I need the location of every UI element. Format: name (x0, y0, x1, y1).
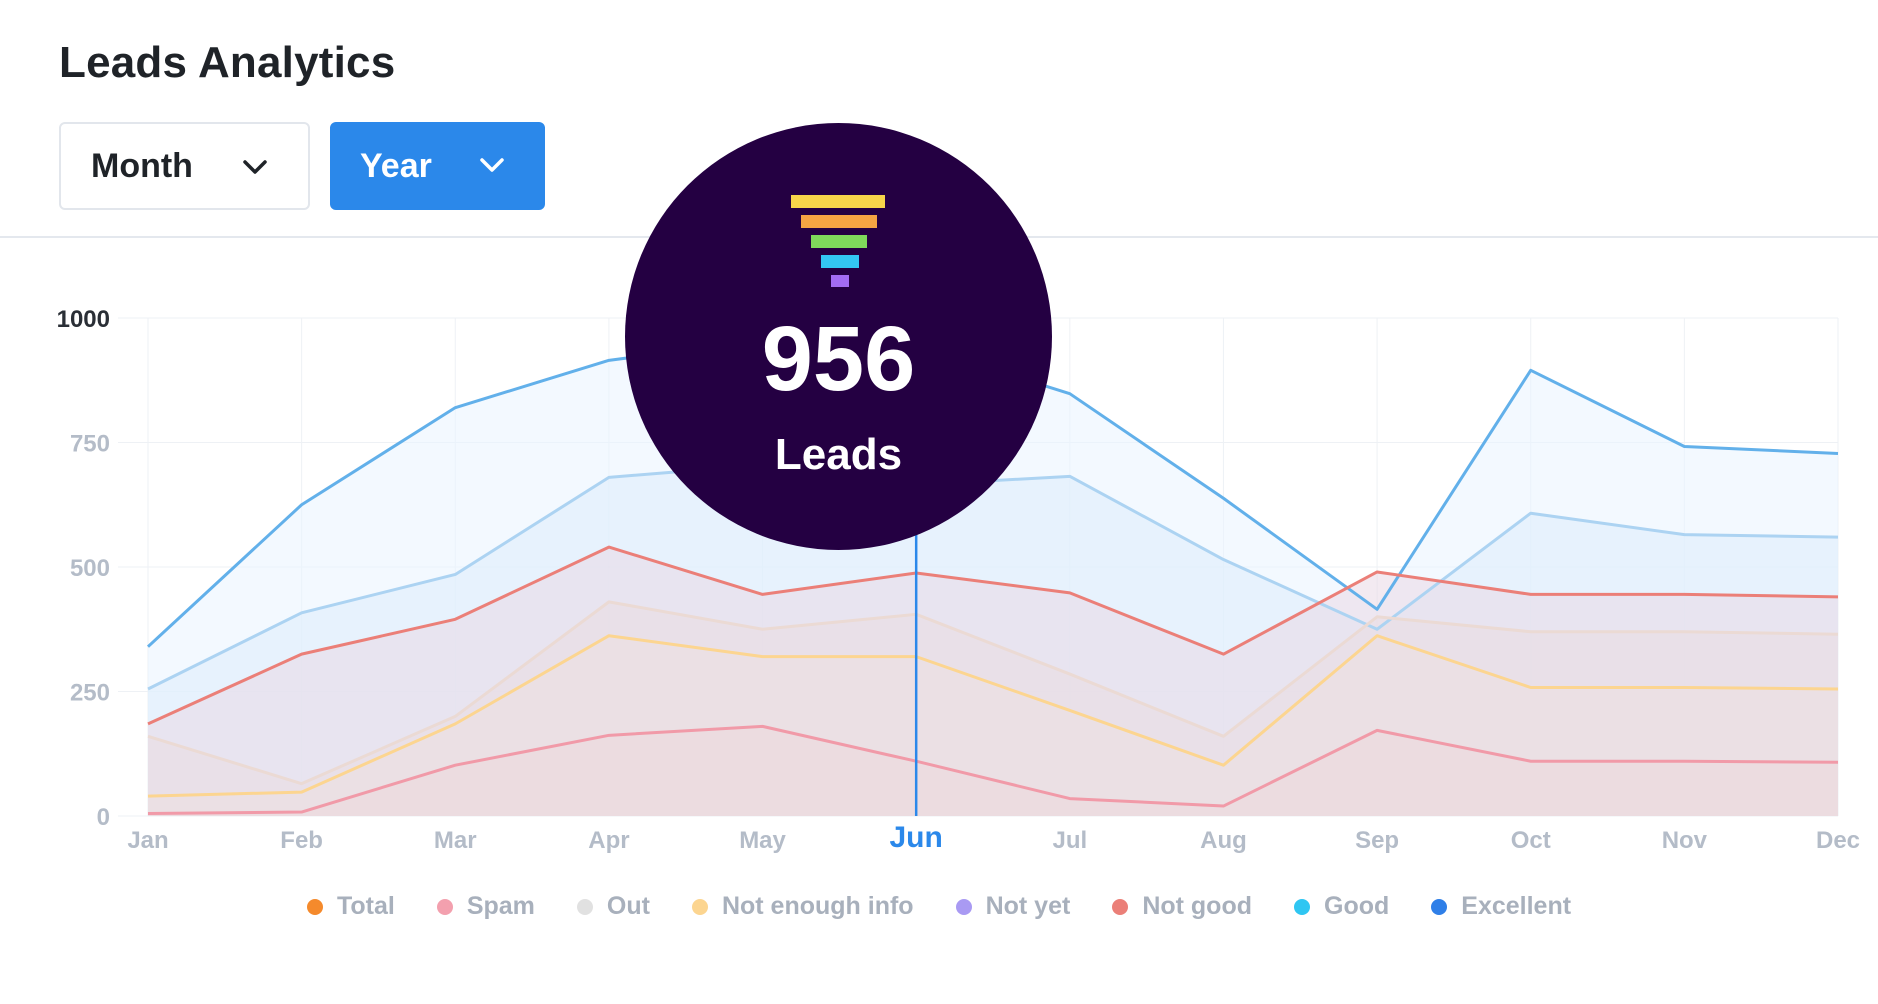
legend-label: Excellent (1461, 892, 1572, 920)
funnel-bar (831, 275, 849, 287)
legend-item[interactable]: Spam (436, 892, 535, 921)
legend-label: Not good (1142, 892, 1252, 920)
legend-item[interactable]: Good (1294, 892, 1389, 921)
series-line-3 (147, 545, 1839, 726)
legend-dot (1112, 898, 1129, 915)
year-dropdown[interactable]: Year (330, 122, 545, 210)
legend-label: Not yet (985, 892, 1071, 920)
legend-item[interactable]: Excellent (1431, 892, 1571, 921)
funnel-bar (791, 195, 885, 208)
leads-total-label: Leads (774, 430, 903, 479)
legend-item[interactable]: Not yet (955, 892, 1071, 921)
chart-legend: Total Spam Out Not enough info Not yet Not go… (0, 892, 1878, 921)
x-tick-label: Jun (890, 821, 943, 854)
leads-total-value: 956 (761, 308, 916, 410)
legend-label: Total (336, 892, 395, 920)
legend-label: Good (1324, 892, 1390, 920)
x-tick-label: Mar (434, 827, 477, 854)
series-line-4 (147, 600, 1839, 786)
year-dropdown-label: Year (360, 146, 432, 185)
x-tick-label: Aug (1200, 827, 1247, 854)
x-tick-label: Feb (280, 827, 323, 854)
legend-label: Spam (466, 892, 535, 920)
y-tick-label: 0 (97, 804, 110, 831)
y-tick-label: 500 (70, 555, 110, 582)
legend-item[interactable]: Out (576, 892, 650, 921)
series-area-6 (148, 726, 1838, 816)
funnel-bar (811, 235, 867, 248)
legend-dot (436, 898, 453, 915)
legend-label: Not enough info (721, 892, 914, 920)
leads-area-chart: 0 250 500 750 1000 Jan Feb Mar Apr May Jun Jul Aug Se… (57, 306, 1860, 854)
x-tick-label: May (739, 827, 786, 854)
legend-dot (306, 898, 323, 915)
y-tick-label: 750 (70, 431, 110, 458)
x-tick-label: Jan (127, 827, 168, 854)
x-tick-label: Dec (1816, 827, 1860, 854)
funnel-bar (821, 255, 859, 268)
x-tick-label: Nov (1662, 827, 1708, 854)
legend-dot (576, 898, 593, 915)
legend-dot (1431, 898, 1448, 915)
funnel-icon (791, 195, 885, 287)
series-line-6 (147, 724, 1839, 816)
x-tick-label: Oct (1511, 827, 1551, 854)
page-title: Leads Analytics (59, 38, 396, 87)
chevron-down-icon (243, 160, 267, 174)
funnel-bar (801, 215, 877, 228)
x-tick-label: Apr (588, 827, 629, 854)
leads-total-bubble: 956 Leads (625, 123, 1052, 550)
month-dropdown-label: Month (91, 146, 193, 185)
legend-dot (691, 898, 708, 915)
legend-item[interactable]: Not good (1112, 892, 1252, 921)
legend-item[interactable]: Not enough info (691, 892, 914, 921)
legend-item[interactable]: Total (306, 892, 395, 921)
x-tick-label: Sep (1355, 827, 1399, 854)
y-tick-label: 250 (70, 680, 110, 707)
legend-label: Out (606, 892, 650, 920)
chevron-down-icon (480, 158, 504, 172)
x-tick-label: Jul (1052, 827, 1087, 854)
month-dropdown[interactable]: Month (59, 122, 310, 210)
series-line-5 (147, 634, 1839, 798)
legend-dot (955, 898, 972, 915)
legend-dot (1294, 898, 1310, 915)
y-tick-label: 1000 (57, 306, 110, 333)
